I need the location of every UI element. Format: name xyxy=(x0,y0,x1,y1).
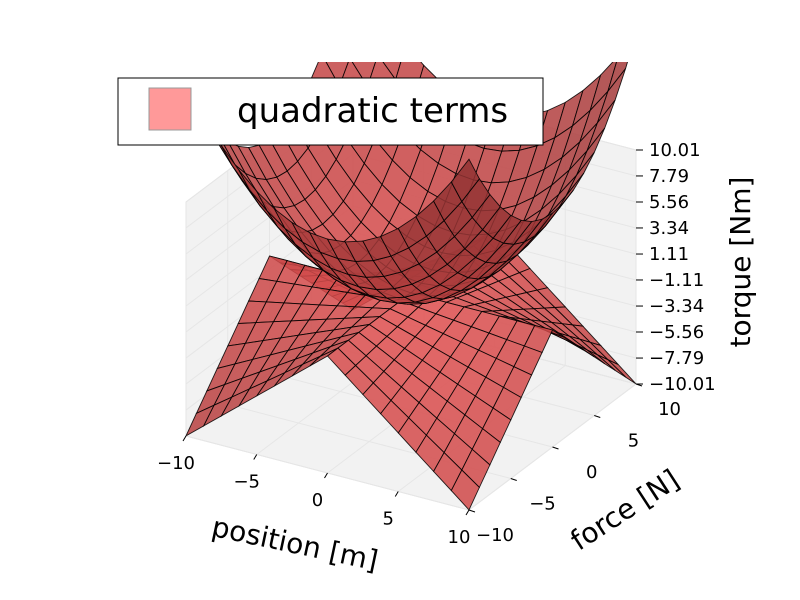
x-axis-title: position [m] xyxy=(209,510,381,577)
legend-label: quadratic terms xyxy=(237,91,508,131)
z-tick-label: 7.79 xyxy=(649,166,689,187)
y-axis-title: force [N] xyxy=(565,463,685,557)
x-tick-label: 5 xyxy=(383,509,394,530)
legend-swatch xyxy=(148,87,192,131)
surface-facet-bowl xyxy=(332,0,360,58)
tick-mark xyxy=(465,509,470,516)
tick-mark xyxy=(394,491,399,497)
tick-mark xyxy=(324,472,328,479)
tick-mark xyxy=(594,415,601,418)
tick-mark xyxy=(552,446,559,450)
tick-mark xyxy=(510,478,517,481)
y-tick-label: −5 xyxy=(529,494,556,515)
tick-mark xyxy=(182,435,187,442)
surface-facet-bowl xyxy=(450,158,480,203)
y-tick-label: 0 xyxy=(586,462,597,483)
y-tick-label: 10 xyxy=(658,399,681,420)
surface-facet-bowl xyxy=(343,0,371,27)
x-tick-label: −5 xyxy=(233,472,260,493)
z-tick-label: 3.34 xyxy=(649,218,689,239)
y-tick-label: −10 xyxy=(476,525,514,546)
z-tick-label: 10.01 xyxy=(649,140,701,161)
z-tick-label: −3.34 xyxy=(649,296,704,317)
z-tick-label: −7.79 xyxy=(649,348,704,369)
z-tick-label: 5.56 xyxy=(649,192,689,213)
surface-facet-bowl xyxy=(360,0,388,55)
legend: quadratic terms xyxy=(117,77,544,146)
x-tick-label: −10 xyxy=(157,453,195,474)
z-tick-label: 1.11 xyxy=(649,244,689,265)
tick-mark xyxy=(468,509,476,513)
z-tick-label: −5.56 xyxy=(649,322,704,343)
z-tick-label: −10.01 xyxy=(649,374,716,395)
z-tick-label: −1.11 xyxy=(649,270,704,291)
z-axis-title: torque [Nm] xyxy=(724,177,757,348)
x-tick-label: 10 xyxy=(448,527,471,548)
tick-mark xyxy=(253,454,258,460)
surface-facet-saddle xyxy=(450,469,480,511)
y-tick-label: 5 xyxy=(628,431,639,452)
x-tick-label: 0 xyxy=(312,490,323,511)
